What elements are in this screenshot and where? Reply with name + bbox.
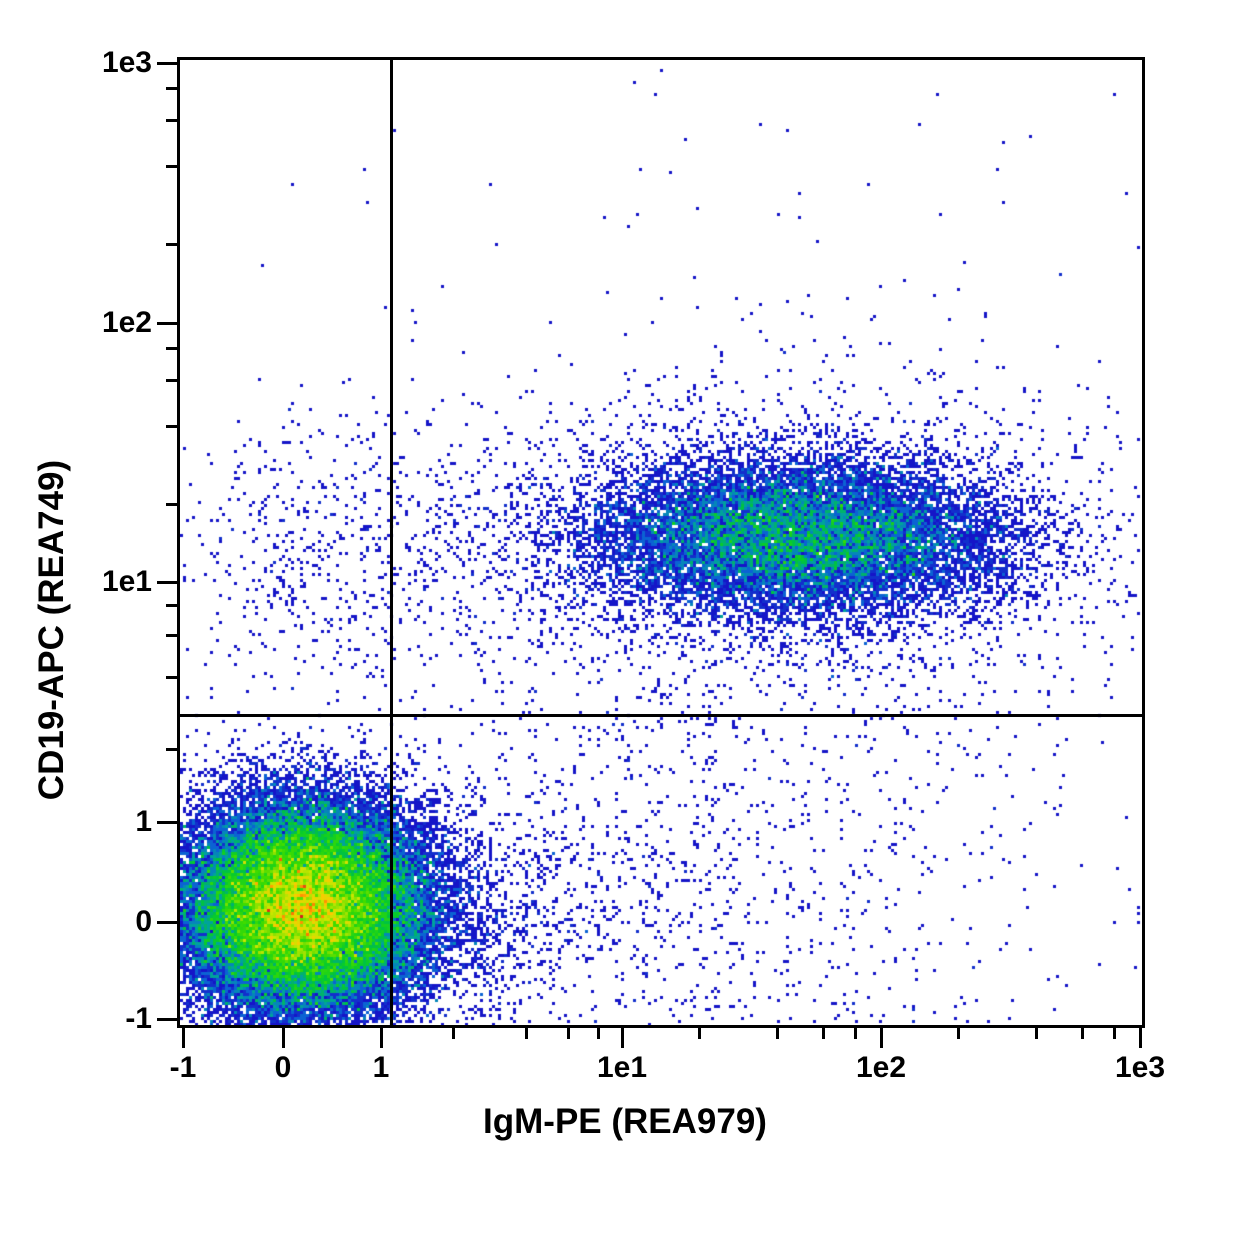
- x-axis-major-tick: [379, 1028, 383, 1048]
- x-axis-major-tick: [181, 1028, 185, 1048]
- y-axis-tick-label: 0: [135, 905, 152, 938]
- density-scatter-canvas: [180, 60, 1142, 1025]
- x-axis-title: IgM-PE (REA979): [483, 1102, 767, 1141]
- x-axis-minor-tick: [822, 1028, 826, 1039]
- quadrant-gate-vertical-line: [390, 60, 393, 1025]
- y-axis-major-tick: [157, 580, 177, 584]
- y-axis-major-tick: [157, 820, 177, 824]
- y-axis-tick-label: 1e1: [101, 565, 152, 598]
- y-axis-minor-tick: [166, 243, 177, 247]
- y-axis-minor-tick: [166, 633, 177, 637]
- x-axis-minor-tick: [597, 1028, 601, 1039]
- plot-area-frame: [177, 57, 1145, 1028]
- x-axis-minor-tick: [698, 1028, 702, 1039]
- y-axis-minor-tick: [166, 502, 177, 506]
- x-axis-tick-label: 0: [274, 1051, 292, 1084]
- x-axis-major-tick: [1138, 1028, 1142, 1048]
- y-axis-minor-tick: [166, 164, 177, 168]
- y-axis-tick-label: 1: [135, 805, 152, 838]
- x-axis-tick-label: 1e3: [1114, 1051, 1166, 1084]
- y-axis-major-tick: [157, 321, 177, 325]
- x-axis-minor-tick: [854, 1028, 858, 1039]
- x-axis-tick-label: 1e1: [596, 1051, 648, 1084]
- y-axis-minor-tick: [166, 378, 177, 382]
- x-axis-minor-tick: [567, 1028, 571, 1039]
- x-axis-minor-tick: [1035, 1028, 1039, 1039]
- x-axis-major-tick: [620, 1028, 624, 1048]
- y-axis-minor-tick: [166, 603, 177, 607]
- y-axis-major-tick: [157, 61, 177, 65]
- x-axis-minor-tick: [776, 1028, 780, 1039]
- y-axis-minor-tick: [166, 748, 177, 752]
- x-axis-minor-tick: [957, 1028, 961, 1039]
- y-axis-minor-tick: [166, 119, 177, 123]
- x-axis-tick-label: -1: [169, 1051, 197, 1084]
- y-axis-minor-tick: [166, 676, 177, 679]
- x-axis-minor-tick: [1081, 1028, 1085, 1039]
- x-axis-major-tick: [281, 1028, 285, 1048]
- y-axis-minor-tick: [166, 86, 177, 90]
- y-axis-tick-label: 1e2: [101, 306, 152, 339]
- y-axis-minor-tick: [166, 346, 177, 350]
- y-axis-tick-label: -1: [125, 1002, 152, 1035]
- y-axis-minor-tick: [166, 424, 177, 428]
- x-axis-major-tick: [879, 1028, 883, 1048]
- x-axis-minor-tick: [1113, 1028, 1117, 1039]
- x-axis-minor-tick: [524, 1028, 528, 1039]
- x-axis-tick-label: 1e2: [855, 1051, 907, 1084]
- y-axis-tick-label: 1e3: [101, 46, 152, 79]
- x-axis-tick-label: 1: [372, 1051, 390, 1084]
- quadrant-gate-horizontal-line: [180, 714, 1142, 717]
- y-axis-title: CD19-APC (REA749): [32, 459, 71, 801]
- y-axis-major-tick: [157, 1017, 177, 1021]
- y-axis-major-tick: [157, 920, 177, 924]
- x-axis-minor-tick: [452, 1028, 456, 1039]
